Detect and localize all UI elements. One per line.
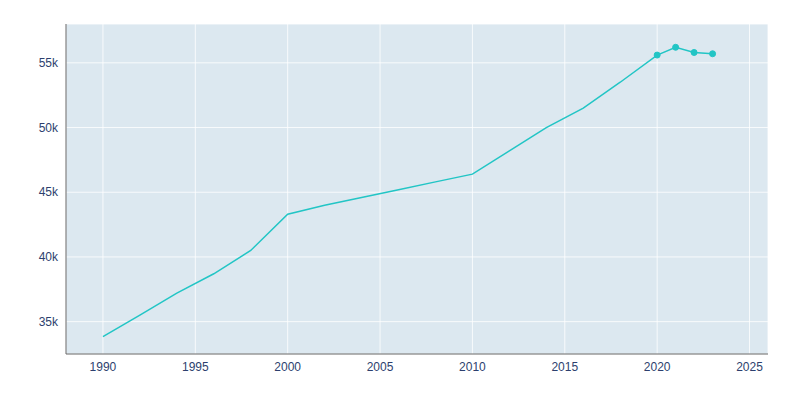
svg-text:40k: 40k xyxy=(39,250,59,264)
svg-text:55k: 55k xyxy=(39,56,59,70)
svg-text:45k: 45k xyxy=(39,185,59,199)
svg-text:2000: 2000 xyxy=(274,360,301,374)
svg-text:35k: 35k xyxy=(39,315,59,329)
svg-text:2020: 2020 xyxy=(644,360,671,374)
svg-text:2015: 2015 xyxy=(551,360,578,374)
svg-text:1990: 1990 xyxy=(90,360,117,374)
svg-text:50k: 50k xyxy=(39,121,59,135)
svg-text:2025: 2025 xyxy=(736,360,763,374)
svg-text:2005: 2005 xyxy=(367,360,394,374)
svg-text:2010: 2010 xyxy=(459,360,486,374)
svg-text:1995: 1995 xyxy=(182,360,209,374)
